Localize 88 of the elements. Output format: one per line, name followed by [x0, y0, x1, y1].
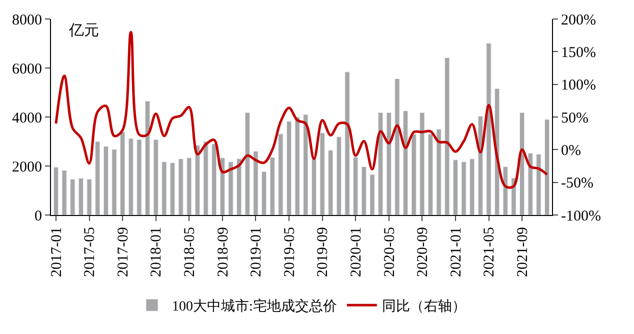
bar	[294, 116, 300, 215]
bar	[112, 149, 117, 215]
bar	[95, 141, 100, 215]
bar	[220, 158, 225, 215]
bar	[436, 129, 442, 215]
legend-label: 同比（右轴）	[382, 298, 466, 315]
bar	[520, 112, 525, 215]
x-tick-label: 2021-05	[482, 227, 498, 277]
bar	[344, 72, 350, 215]
bar	[544, 119, 550, 215]
bar	[186, 158, 192, 215]
x-tick-label: 2019-05	[282, 227, 298, 277]
bar	[270, 157, 275, 215]
x-tick-label: 2020-05	[382, 227, 398, 277]
bar	[212, 144, 217, 215]
bar	[353, 156, 358, 215]
bar	[145, 100, 150, 215]
bar	[320, 132, 325, 215]
legend-label: 100大中城市:宅地成交总价	[172, 298, 337, 315]
bar	[128, 138, 134, 215]
x-tick-label: 2017-05	[82, 227, 98, 277]
bar	[203, 141, 208, 215]
bar	[394, 78, 400, 215]
x-tick-label: 2021-09	[514, 227, 531, 277]
bar	[402, 110, 408, 215]
bar	[253, 151, 258, 215]
bar	[478, 116, 483, 215]
bar	[236, 158, 242, 215]
bar	[53, 166, 59, 215]
bar	[170, 162, 176, 215]
x-tick-label: 2020-01	[348, 227, 364, 277]
bar	[328, 150, 334, 215]
x-tick-label: 2017-09	[115, 227, 132, 277]
y2-tick-label: 0%	[561, 142, 581, 159]
bar	[103, 146, 108, 215]
x-tick-label: 2019-01	[248, 227, 265, 277]
bar	[178, 158, 184, 215]
bar	[336, 136, 342, 215]
bar	[228, 162, 234, 215]
x-tick-label: 2020-09	[415, 227, 432, 277]
x-tick-label: 2017-01	[48, 227, 65, 277]
bar	[428, 134, 434, 215]
bar	[153, 139, 158, 215]
bar	[311, 157, 317, 215]
bar	[244, 112, 250, 215]
bar	[278, 134, 284, 215]
y-axis-title: 亿元	[68, 21, 99, 39]
x-tick-label: 2018-05	[182, 227, 198, 277]
bar	[452, 160, 458, 215]
bar	[120, 132, 126, 215]
y2-tick-label: -50%	[561, 176, 594, 192]
y2-tick-label: 200%	[561, 12, 596, 28]
y-tick-label: 6000	[12, 61, 42, 78]
bar	[286, 121, 292, 215]
y-tick-label: 2000	[12, 159, 42, 176]
y-tick-label: 4000	[12, 110, 42, 126]
bar	[162, 162, 167, 215]
x-tick-label: 2019-09	[315, 227, 332, 277]
bar	[361, 166, 366, 215]
bar	[420, 112, 425, 215]
bar	[502, 166, 508, 215]
y-tick-label: 8000	[12, 12, 42, 28]
bar	[444, 57, 450, 215]
y2-tick-label: 50%	[561, 110, 588, 126]
bar	[378, 112, 384, 215]
y2-tick-label: 100%	[561, 78, 596, 94]
bar	[62, 170, 67, 215]
bar	[70, 178, 76, 215]
bar	[86, 178, 92, 215]
bar	[486, 43, 492, 215]
bar	[262, 171, 267, 215]
x-tick-label: 2018-01	[148, 227, 165, 277]
bar	[136, 139, 142, 215]
bar	[370, 174, 375, 215]
x-tick-label: 2021-01	[448, 227, 464, 277]
bar	[470, 158, 475, 215]
bar	[78, 178, 84, 215]
x-tick-label: 2018-09	[215, 227, 232, 277]
bar	[194, 145, 200, 215]
bar	[386, 112, 392, 215]
y-tick-label: 0	[34, 208, 42, 224]
bar	[461, 162, 466, 215]
bar	[536, 154, 542, 215]
bar	[411, 134, 416, 215]
bar	[303, 114, 308, 215]
bar	[528, 153, 533, 215]
y2-tick-label: -100%	[561, 208, 601, 224]
y2-tick-label: 150%	[561, 44, 596, 61]
